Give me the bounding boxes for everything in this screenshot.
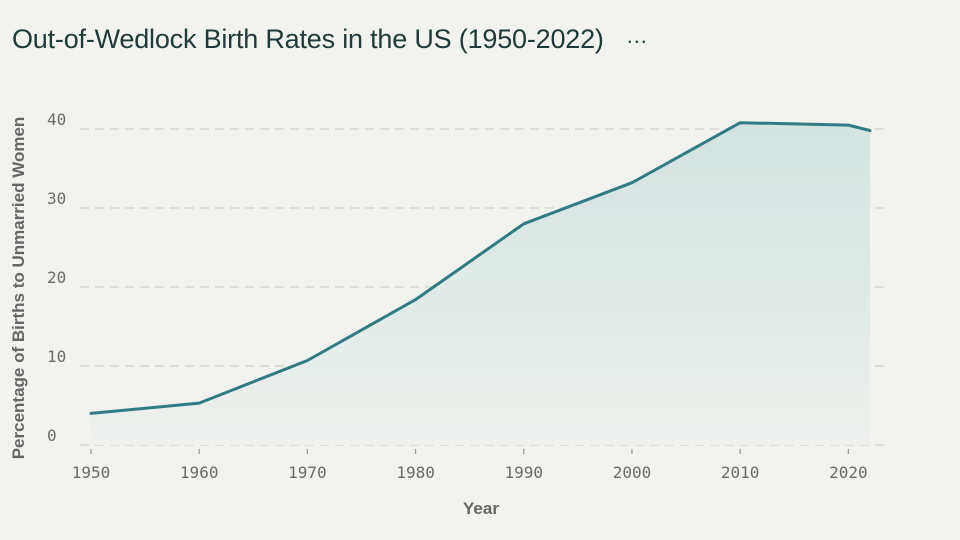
y-tick-label: 20 (47, 268, 66, 287)
series-line-layer (89, 121, 872, 415)
x-tick-label: 1950 (72, 463, 111, 482)
x-tick-label: 2000 (613, 463, 652, 482)
x-tick-label: 1980 (396, 463, 435, 482)
x-tick-label: 2010 (721, 463, 760, 482)
chart-title: Out-of-Wedlock Birth Rates in the US (19… (12, 24, 604, 54)
y-axis-ticks: 0 10 20 30 40 (47, 110, 66, 445)
more-options-icon[interactable]: … (625, 22, 648, 48)
y-tick-label: 30 (47, 189, 66, 208)
area-fill-layer (91, 122, 870, 445)
x-tick-label: 1960 (180, 463, 219, 482)
x-axis-label: Year (463, 499, 499, 518)
area-fill (91, 122, 870, 445)
y-tick-label: 0 (47, 426, 57, 445)
x-tick-label: 1970 (288, 463, 327, 482)
x-tick-label: 2020 (829, 463, 868, 482)
y-tick-label: 10 (47, 347, 66, 366)
y-axis-label: Percentage of Births to Unmarried Women (9, 117, 28, 460)
x-tick-label: 1990 (505, 463, 544, 482)
x-axis-ticks: 1950 1960 1970 1980 1990 2000 2010 2020 (72, 449, 868, 482)
title-row: Out-of-Wedlock Birth Rates in the US (19… (12, 24, 648, 55)
y-tick-label: 40 (47, 110, 66, 129)
series-line (89, 121, 872, 415)
